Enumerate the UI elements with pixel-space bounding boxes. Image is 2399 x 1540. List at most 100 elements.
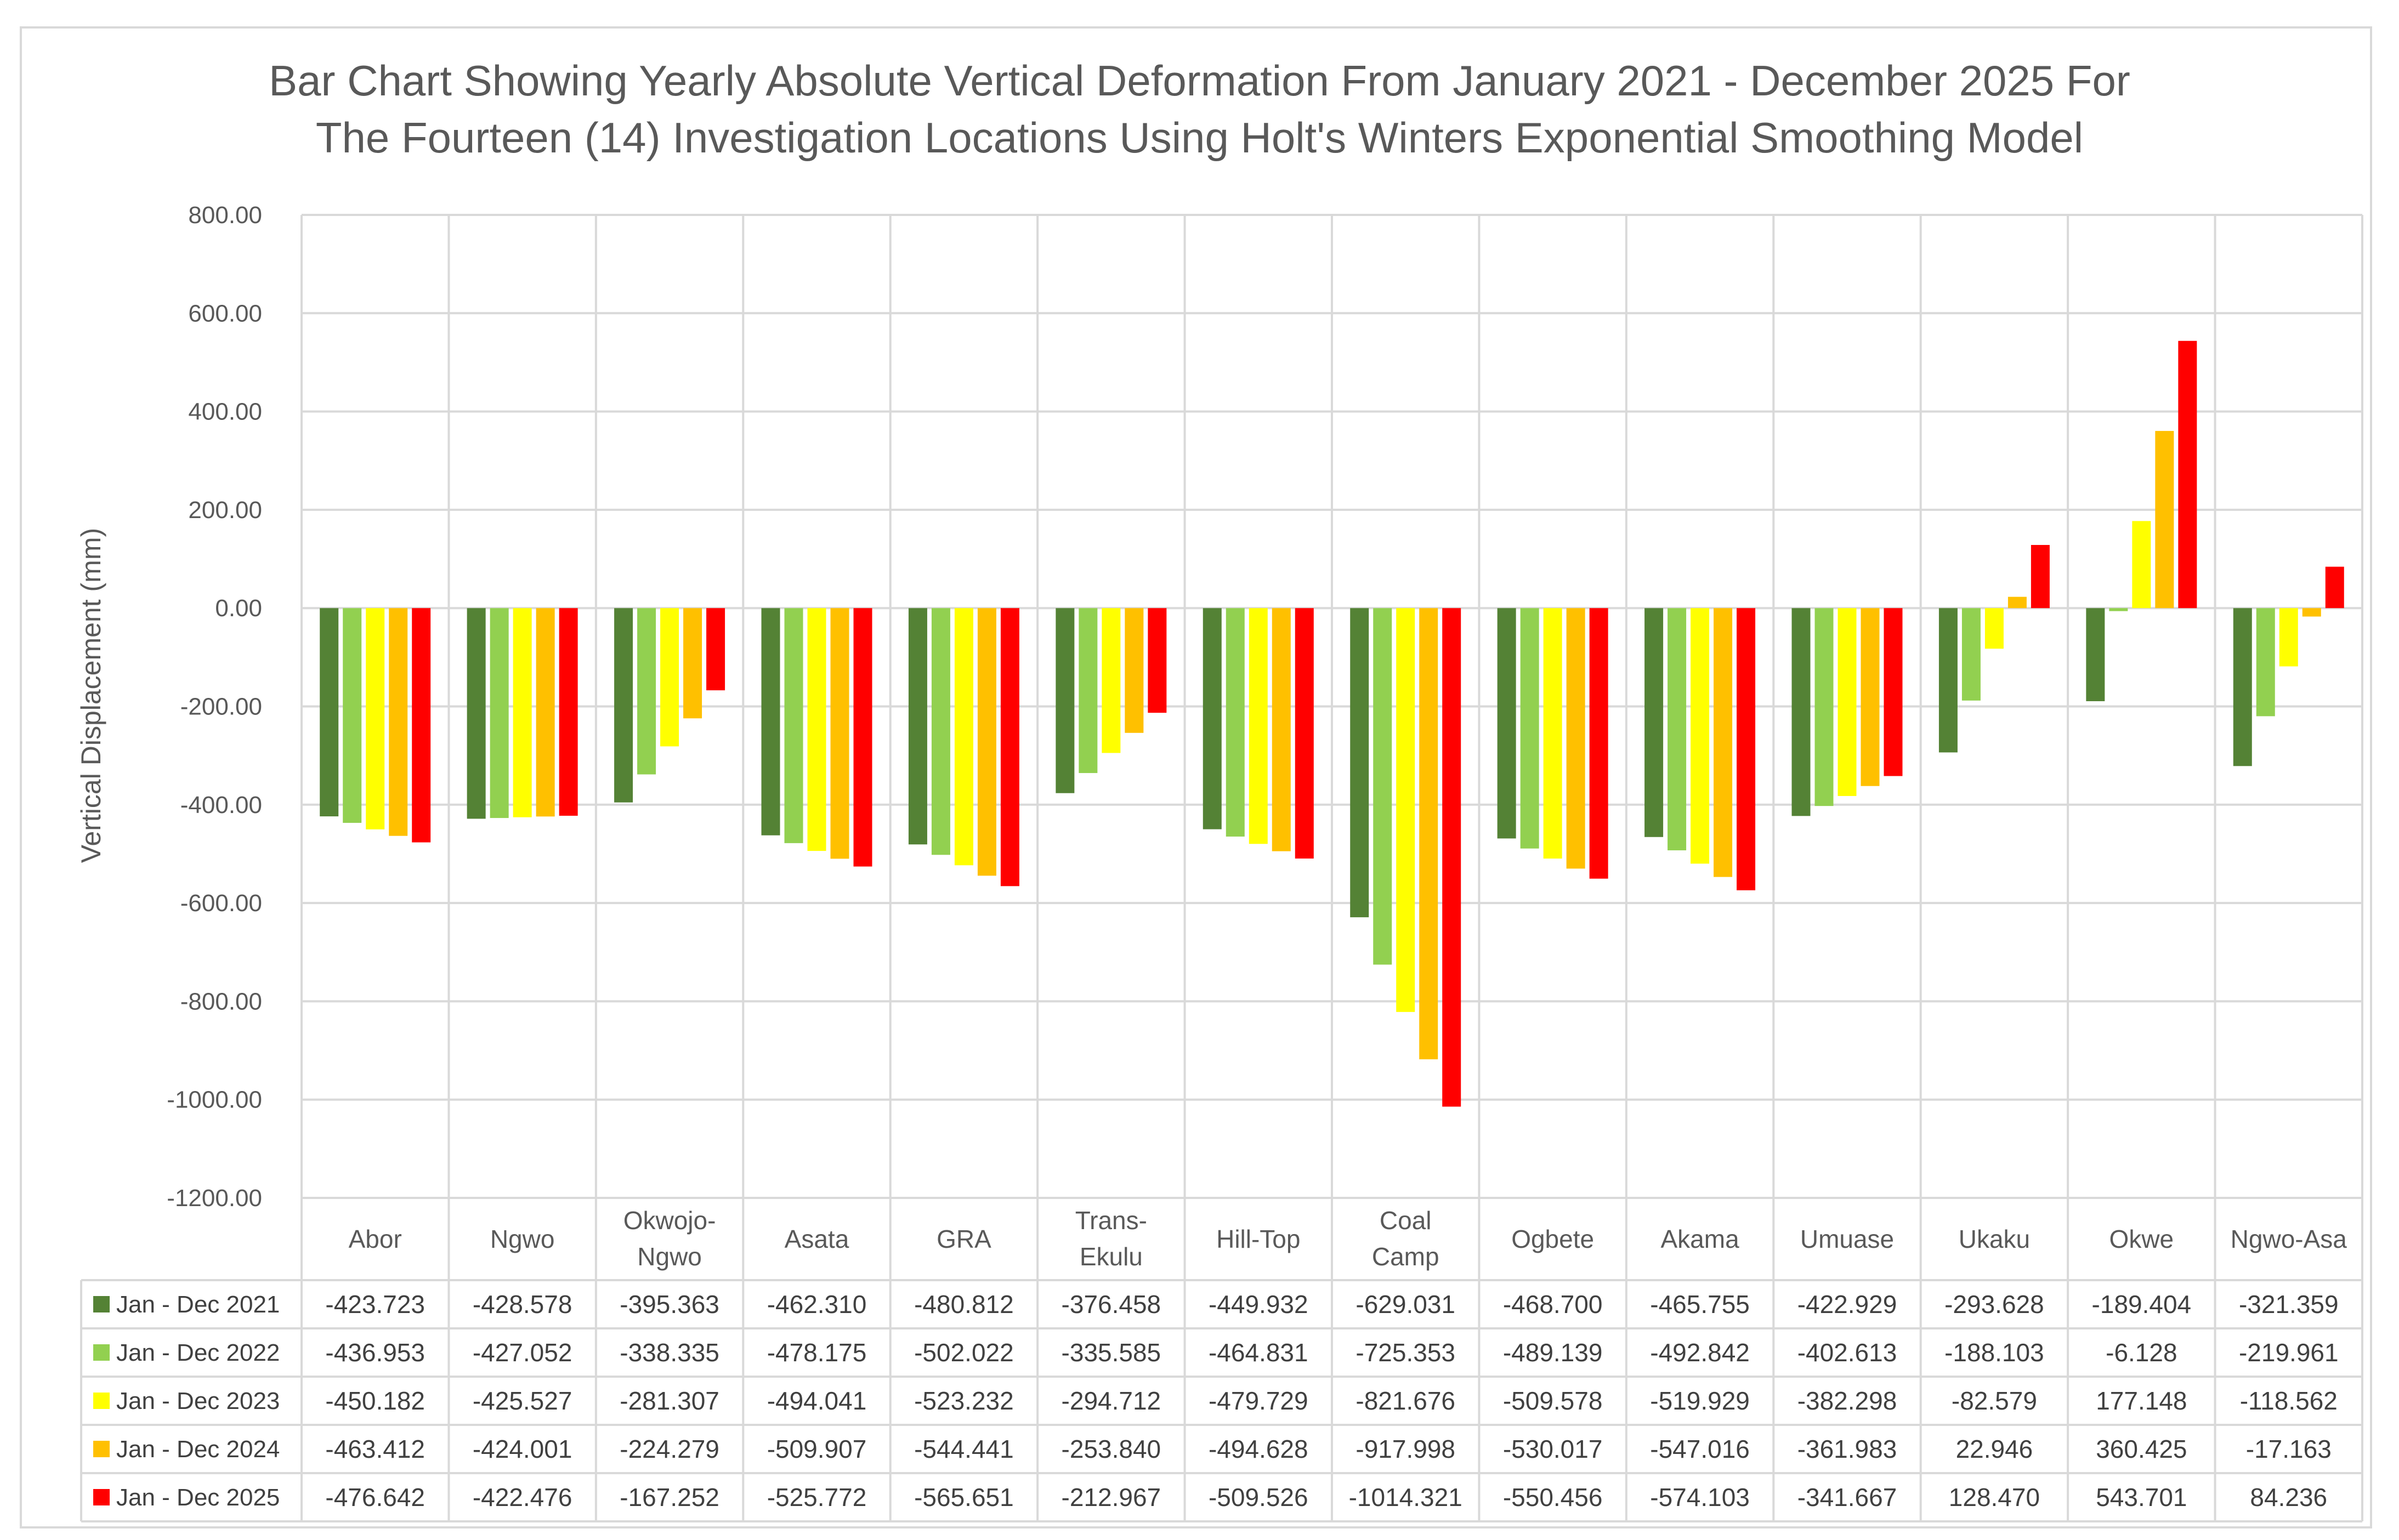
bar <box>2007 596 2027 609</box>
bar <box>706 608 725 691</box>
data-label: -449.932 <box>1209 1290 1308 1319</box>
bar <box>1644 608 1664 837</box>
bar <box>1984 608 2004 649</box>
bar <box>1079 608 1098 774</box>
bar <box>343 608 362 823</box>
bar <box>2279 608 2298 667</box>
category-label: Camp <box>1372 1242 1439 1271</box>
y-axis-label: Vertical Displacement (mm) <box>76 528 106 863</box>
data-label: -424.001 <box>473 1435 572 1463</box>
bar <box>954 608 973 866</box>
bar <box>389 608 408 836</box>
data-label: -509.526 <box>1209 1483 1308 1511</box>
data-label: -480.812 <box>914 1290 1014 1319</box>
bar <box>1938 608 1958 753</box>
data-label: 128.470 <box>1949 1483 2040 1511</box>
category-label: Ogbete <box>1511 1225 1594 1253</box>
data-label: -188.103 <box>1944 1338 2044 1367</box>
data-label: -427.052 <box>473 1338 572 1367</box>
category-label: Okwe <box>2109 1225 2174 1253</box>
category-label: Ngwo <box>637 1242 702 1271</box>
bar <box>1249 608 1268 844</box>
y-tick-label: -200.00 <box>180 694 262 720</box>
bar <box>1791 608 1811 816</box>
data-label: -917.998 <box>1356 1435 1455 1463</box>
bar <box>1668 608 1687 851</box>
legend-key <box>93 1296 110 1312</box>
bar <box>1814 608 1834 806</box>
bar <box>1056 608 1075 793</box>
data-label: -219.961 <box>2239 1338 2339 1367</box>
bar <box>1203 608 1222 829</box>
data-label: -335.585 <box>1062 1338 1161 1367</box>
bar <box>1272 608 1291 851</box>
y-tick-label: 200.00 <box>188 497 262 524</box>
data-label: -479.729 <box>1209 1386 1308 1415</box>
bar <box>2233 608 2252 766</box>
category-label: Hill-Top <box>1216 1225 1300 1253</box>
bar <box>490 608 509 819</box>
bar <box>1000 608 1019 887</box>
bar <box>366 608 385 829</box>
data-label: -544.441 <box>914 1435 1014 1463</box>
bar <box>1589 608 1608 879</box>
data-label: -476.642 <box>325 1483 425 1511</box>
data-label: -523.232 <box>914 1386 1014 1415</box>
bar <box>2256 608 2275 717</box>
bar <box>931 608 950 855</box>
category-label: Okwojo- <box>623 1206 716 1235</box>
category-label: Abor <box>349 1225 402 1253</box>
legend-label: Jan - Dec 2022 <box>116 1339 280 1366</box>
bar <box>2155 431 2174 609</box>
bar <box>761 608 780 836</box>
data-label: 84.236 <box>2250 1483 2327 1511</box>
data-label: -468.700 <box>1503 1290 1603 1319</box>
data-label: 360.425 <box>2096 1435 2187 1463</box>
bar <box>1373 608 1392 965</box>
bar <box>1543 608 1562 859</box>
data-label: -118.562 <box>2240 1386 2338 1415</box>
data-label: -17.163 <box>2246 1435 2332 1463</box>
bar <box>1295 608 1314 859</box>
data-label: 543.701 <box>2096 1483 2187 1511</box>
data-label: -464.831 <box>1209 1338 1308 1367</box>
category-label: Asata <box>785 1225 849 1253</box>
data-label: -167.252 <box>620 1483 719 1511</box>
data-label: -341.667 <box>1797 1483 1897 1511</box>
data-label: -422.929 <box>1797 1290 1897 1319</box>
bar <box>660 608 679 747</box>
category-label: Trans- <box>1075 1206 1147 1235</box>
bar <box>2031 545 2050 609</box>
data-label: -494.628 <box>1209 1435 1308 1463</box>
bar <box>683 608 702 719</box>
bar <box>1861 608 1880 786</box>
bar <box>1837 608 1857 796</box>
y-tick-label: -1000.00 <box>167 1087 262 1113</box>
data-label: -6.128 <box>2106 1338 2177 1367</box>
bar <box>1497 608 1516 839</box>
data-label: -550.456 <box>1503 1483 1603 1511</box>
legend-label: Jan - Dec 2021 <box>116 1291 280 1318</box>
chart-title: Bar Chart Showing Yearly Absolute Vertic… <box>0 52 2399 166</box>
category-label: GRA <box>937 1225 991 1253</box>
data-label: -436.953 <box>325 1338 425 1367</box>
data-label: -489.139 <box>1503 1338 1603 1367</box>
data-label: -281.307 <box>620 1386 719 1415</box>
bar <box>908 608 927 845</box>
data-label: -492.842 <box>1650 1338 1750 1367</box>
legend-key <box>93 1441 110 1457</box>
data-label: -293.628 <box>1944 1290 2044 1319</box>
bar <box>2302 608 2321 617</box>
data-label: -547.016 <box>1650 1435 1750 1463</box>
category-label: Ngwo-Asa <box>2231 1225 2347 1253</box>
data-label: -509.907 <box>767 1435 867 1463</box>
bar <box>1148 608 1167 713</box>
y-tick-label: -600.00 <box>180 890 262 917</box>
data-label: -422.476 <box>473 1483 572 1511</box>
data-label: -253.840 <box>1062 1435 1161 1463</box>
bar <box>614 608 633 803</box>
bar <box>807 608 826 851</box>
data-label: -462.310 <box>767 1290 867 1319</box>
data-label: -189.404 <box>2092 1290 2192 1319</box>
